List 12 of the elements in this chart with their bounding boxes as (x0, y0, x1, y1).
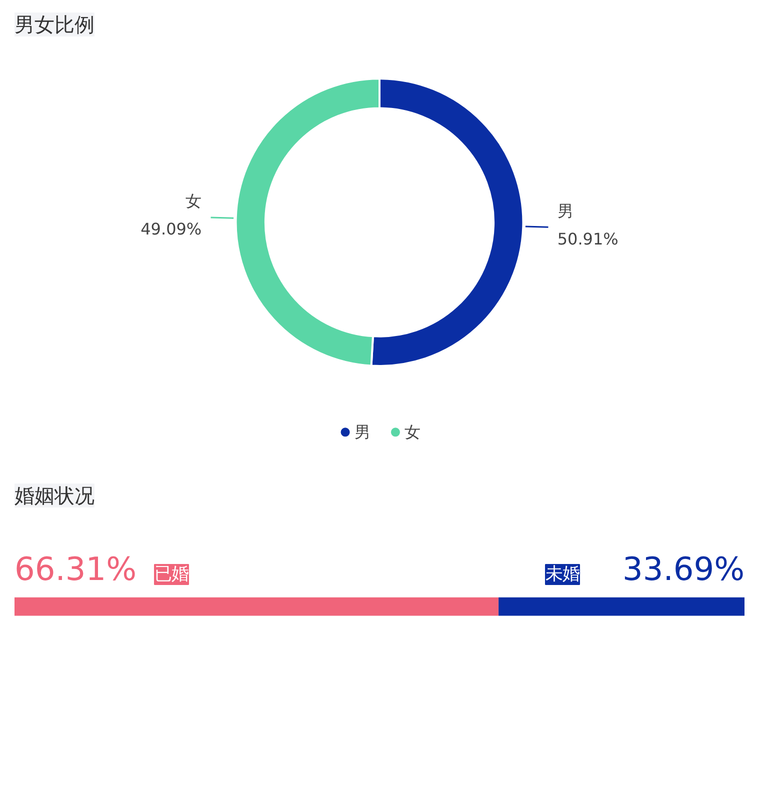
chart-title: 婚姻状况 (14, 484, 94, 508)
slice-label: 女 (186, 192, 202, 211)
slice-label: 男 (557, 201, 574, 220)
chart-title: 男女比例 (14, 12, 94, 36)
legend-label: 男 (354, 422, 370, 442)
legend-label: 女 (404, 422, 421, 442)
data-label: 33.69% (622, 550, 744, 588)
data-label: 49.09% (140, 220, 202, 239)
data-label: 66.31% (14, 550, 137, 588)
series-label: 已婚 (154, 564, 188, 585)
data-label: 50.91% (557, 229, 618, 248)
series-label: 未婚 (546, 564, 580, 585)
